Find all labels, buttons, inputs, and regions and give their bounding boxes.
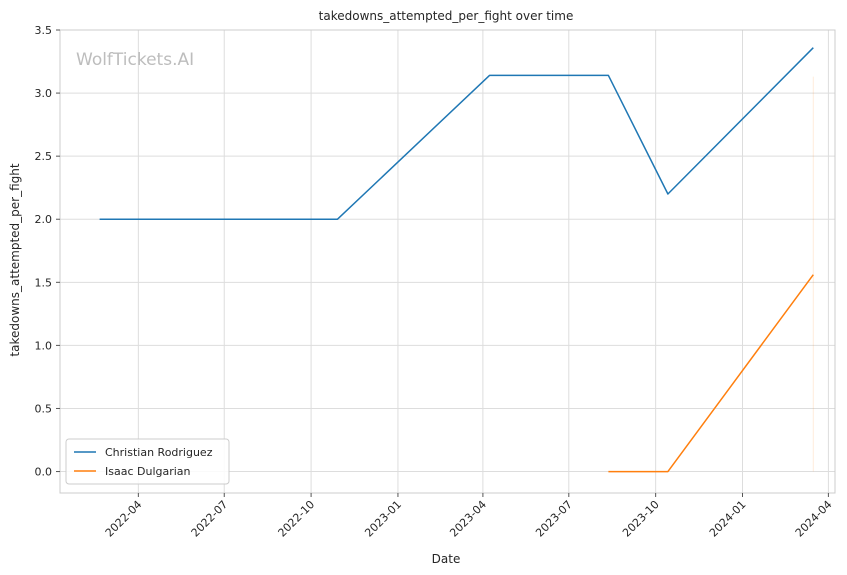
x-tick-label: 2022-07 — [189, 498, 231, 540]
data-point-christian-rodriguez — [98, 217, 102, 221]
y-tick-label: 3.5 — [35, 24, 53, 37]
x-tick-label: 2023-01 — [362, 498, 404, 540]
y-tick-label: 2.5 — [35, 150, 53, 163]
watermark: WolfTickets.AI — [76, 50, 194, 70]
data-point-isaac-dulgarian — [811, 273, 815, 277]
data-point-isaac-dulgarian — [666, 470, 670, 474]
series-line-christian-rodriguez — [99, 47, 814, 220]
x-tick-label: 2023-10 — [620, 498, 662, 540]
data-point-christian-rodriguez — [488, 73, 492, 77]
x-axis-ticks: 2022-04 2022-07 2022-10 2023-01 2023-04 2023-… — [103, 493, 835, 540]
grid — [60, 29, 835, 493]
x-axis-title: Date — [432, 552, 461, 566]
series-layer — [98, 46, 815, 474]
data-point-christian-rodriguez — [606, 73, 610, 77]
y-tick-label: 0.0 — [35, 466, 53, 479]
data-point-christian-rodriguez — [811, 46, 815, 50]
legend-label-christian-rodriguez: Christian Rodriguez — [105, 446, 213, 459]
data-point-christian-rodriguez — [336, 217, 340, 221]
y-tick-label: 2.0 — [35, 213, 53, 226]
y-tick-label: 1.5 — [35, 276, 53, 289]
y-tick-label: 3.0 — [35, 87, 53, 100]
y-tick-label: 0.5 — [35, 402, 53, 415]
x-tick-label: 2022-04 — [103, 498, 145, 540]
x-tick-label: 2022-10 — [276, 498, 318, 540]
data-point-christian-rodriguez — [666, 192, 670, 196]
legend: Christian Rodriguez Isaac Dulgarian — [65, 438, 230, 485]
y-tick-label: 1.0 — [35, 339, 53, 352]
x-tick-label: 2023-07 — [533, 498, 575, 540]
data-point-isaac-dulgarian — [606, 470, 610, 474]
plot-frame — [59, 29, 836, 494]
series-line-isaac-dulgarian — [608, 274, 814, 473]
y-axis-title: takedowns_attempted_per_fight — [8, 163, 22, 356]
x-tick-label: 2023-04 — [447, 498, 489, 540]
chart-title: takedowns_attempted_per_fight over time — [319, 9, 574, 23]
x-tick-label: 2024-01 — [707, 498, 749, 540]
x-tick-label: 2024-04 — [793, 498, 835, 540]
legend-box — [65, 438, 230, 485]
y-axis-ticks: 0.0 0.5 1.0 1.5 2.0 2.5 3.0 3.5 — [35, 24, 60, 479]
legend-label-isaac-dulgarian: Isaac Dulgarian — [105, 465, 191, 478]
